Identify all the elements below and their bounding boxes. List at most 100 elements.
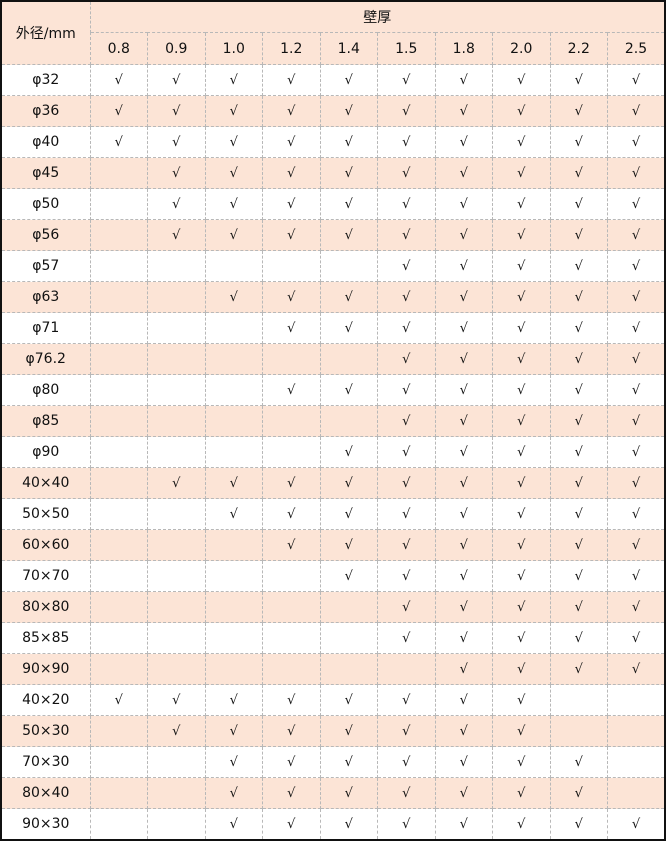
availability-cell: √ (262, 374, 321, 406)
availability-cell (262, 436, 321, 468)
availability-cell: √ (319, 808, 378, 841)
availability-cell: √ (607, 343, 666, 375)
availability-cell (147, 777, 206, 809)
availability-cell: √ (377, 126, 436, 158)
availability-cell: √ (492, 560, 551, 592)
availability-cell: √ (549, 188, 608, 220)
availability-cell (89, 343, 148, 375)
availability-cell: √ (319, 715, 378, 747)
availability-cell: √ (204, 95, 263, 127)
table-row: φ76.2 √ √ √ √ √ (0, 343, 666, 375)
availability-cell (147, 622, 206, 654)
availability-cell (204, 591, 263, 623)
availability-cell: √ (549, 312, 608, 344)
availability-cell: √ (377, 684, 436, 716)
availability-cell: √ (377, 591, 436, 623)
availability-cell: √ (492, 684, 551, 716)
column-header: 1.4 (319, 32, 378, 65)
availability-cell: √ (319, 374, 378, 406)
availability-cell: √ (549, 808, 608, 841)
header-row-group: 外径/mm 壁厚 (0, 0, 666, 65)
availability-cell: √ (492, 622, 551, 654)
availability-cell: √ (434, 64, 493, 96)
availability-cell: √ (492, 343, 551, 375)
availability-cell (147, 436, 206, 468)
table-row: φ57 √ √ √ √ √ (0, 250, 666, 282)
availability-cell: √ (434, 529, 493, 561)
availability-cell (147, 312, 206, 344)
availability-cell: √ (549, 591, 608, 623)
availability-cell: √ (607, 529, 666, 561)
availability-cell: √ (549, 95, 608, 127)
availability-cell: √ (607, 436, 666, 468)
availability-cell: √ (492, 467, 551, 499)
availability-cell (89, 467, 148, 499)
availability-cell (262, 560, 321, 592)
availability-cell: √ (262, 95, 321, 127)
availability-cell: √ (377, 715, 436, 747)
availability-cell: √ (204, 157, 263, 189)
availability-cell (147, 529, 206, 561)
availability-cell (549, 715, 608, 747)
availability-cell: √ (204, 188, 263, 220)
availability-cell: √ (377, 157, 436, 189)
availability-cell (89, 715, 148, 747)
availability-cell: √ (434, 653, 493, 685)
availability-cell: √ (434, 746, 493, 778)
availability-cell: √ (492, 95, 551, 127)
availability-cell: √ (262, 529, 321, 561)
availability-cell (147, 591, 206, 623)
availability-cell: √ (549, 498, 608, 530)
availability-cell: √ (492, 281, 551, 313)
availability-cell: √ (434, 374, 493, 406)
availability-cell (262, 591, 321, 623)
availability-cell: √ (319, 219, 378, 251)
availability-cell: √ (492, 188, 551, 220)
availability-cell: √ (377, 436, 436, 468)
availability-cell: √ (147, 467, 206, 499)
availability-cell: √ (262, 157, 321, 189)
availability-cell: √ (549, 64, 608, 96)
availability-cell (262, 653, 321, 685)
row-label: 85×85 (0, 622, 91, 654)
column-header: 2.0 (492, 32, 551, 65)
availability-cell: √ (607, 653, 666, 685)
availability-cell (147, 343, 206, 375)
availability-cell: √ (377, 405, 436, 437)
availability-cell: √ (549, 250, 608, 282)
availability-cell: √ (319, 498, 378, 530)
availability-cell: √ (89, 684, 148, 716)
availability-cell: √ (434, 684, 493, 716)
availability-cell: √ (492, 250, 551, 282)
availability-cell: √ (549, 777, 608, 809)
table-row: 85×85 √ √ √ √ √ (0, 622, 666, 654)
availability-cell: √ (319, 64, 378, 96)
availability-cell: √ (434, 808, 493, 841)
availability-cell (89, 808, 148, 841)
availability-cell: √ (607, 281, 666, 313)
availability-cell: √ (319, 312, 378, 344)
availability-cell: √ (549, 560, 608, 592)
availability-cell: √ (492, 498, 551, 530)
availability-cell (89, 250, 148, 282)
availability-cell: √ (204, 715, 263, 747)
availability-cell: √ (262, 219, 321, 251)
availability-cell: √ (319, 777, 378, 809)
column-header: 0.8 (89, 32, 148, 65)
row-label: φ85 (0, 405, 91, 437)
row-label: φ57 (0, 250, 91, 282)
table-row: 80×80 √ √ √ √ √ (0, 591, 666, 623)
availability-cell: √ (607, 808, 666, 841)
availability-cell: √ (204, 64, 263, 96)
row-label: 50×30 (0, 715, 91, 747)
availability-cell (262, 622, 321, 654)
row-label: φ40 (0, 126, 91, 158)
availability-cell (204, 405, 263, 437)
availability-cell (204, 250, 263, 282)
availability-cell: √ (434, 219, 493, 251)
availability-cell: √ (262, 312, 321, 344)
availability-cell: √ (377, 808, 436, 841)
availability-cell: √ (147, 188, 206, 220)
row-label: 70×30 (0, 746, 91, 778)
